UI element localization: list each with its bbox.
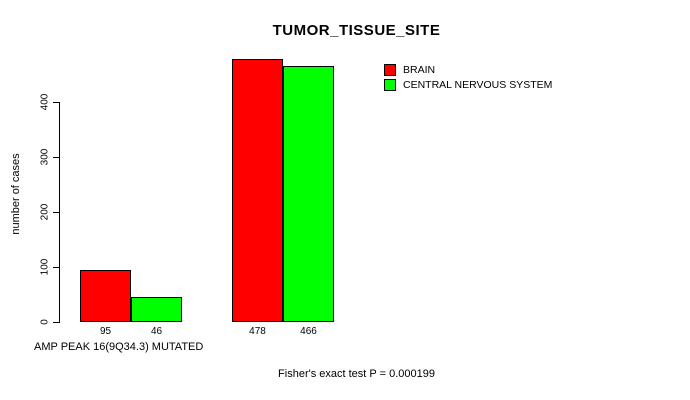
legend-swatch-brain bbox=[384, 63, 396, 76]
legend-entry-cns: CENTRAL NERVOUS SYSTEM bbox=[384, 77, 552, 92]
y-tick bbox=[53, 212, 59, 213]
bar-s0-g1 bbox=[232, 59, 283, 322]
chart-title: TUMOR_TISSUE_SITE bbox=[272, 22, 441, 39]
y-tick-label: 400 bbox=[39, 93, 51, 111]
y-tick-label: 100 bbox=[39, 258, 51, 276]
bar-s1-g1 bbox=[283, 66, 334, 322]
legend-label-brain: BRAIN bbox=[403, 63, 436, 76]
y-axis-line bbox=[59, 102, 60, 323]
y-tick bbox=[53, 267, 59, 268]
y-tick bbox=[53, 157, 59, 158]
y-tick bbox=[53, 322, 59, 323]
y-tick-label: 200 bbox=[39, 203, 51, 221]
bar-value-label: 95 bbox=[99, 326, 112, 337]
legend-swatch-cns bbox=[384, 78, 396, 91]
bar-value-label: 478 bbox=[249, 326, 266, 337]
bar-value-label: 46 bbox=[150, 326, 163, 337]
y-axis-label: number of cases bbox=[10, 153, 22, 235]
y-tick-label: 300 bbox=[39, 148, 51, 166]
bar-s1-g0 bbox=[131, 297, 182, 322]
legend-entry-brain: BRAIN bbox=[384, 62, 552, 77]
y-tick bbox=[53, 102, 59, 103]
bar-s0-g0 bbox=[80, 270, 131, 322]
y-tick-label: 0 bbox=[39, 319, 51, 325]
bar-value-label: 466 bbox=[300, 326, 317, 337]
stat-annotation: Fisher's exact test P = 0.000199 bbox=[278, 368, 435, 380]
legend: BRAIN CENTRAL NERVOUS SYSTEM bbox=[384, 62, 552, 92]
legend-label-cns: CENTRAL NERVOUS SYSTEM bbox=[403, 78, 553, 91]
x-axis-label: AMP PEAK 16(9Q34.3) MUTATED bbox=[34, 341, 204, 353]
